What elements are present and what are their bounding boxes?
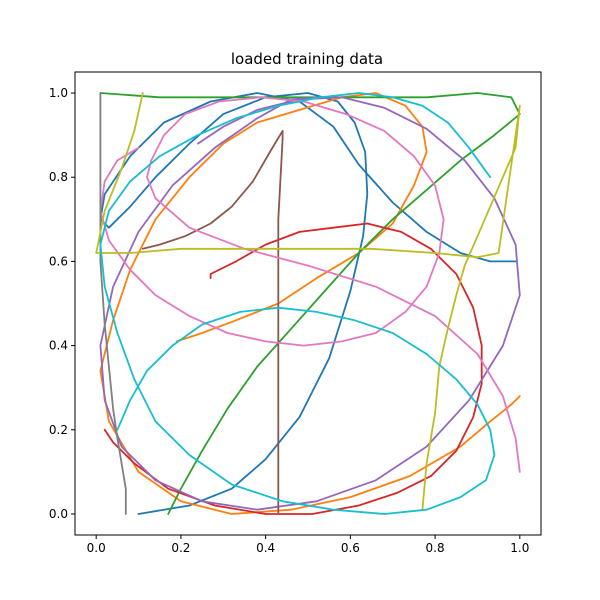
x-tick-label: 0.4 xyxy=(256,541,275,555)
series-lines-layer xyxy=(95,92,521,515)
y-tick-label: 1.0 xyxy=(49,86,68,100)
series-line-1 xyxy=(99,92,517,515)
axes-layer: 0.0 0.2 0.4 0.6 0.8 1.0 0.0 0.2 0.4 0.6 0.8 1.0 xyxy=(49,86,529,555)
x-tick-label: 0.2 xyxy=(171,541,190,555)
x-tick-label: 0.8 xyxy=(426,541,445,555)
x-tick-label: 0.0 xyxy=(87,541,106,555)
y-tick-label: 0.6 xyxy=(49,254,68,268)
series-line-8 xyxy=(99,92,127,515)
y-tick-label: 0.4 xyxy=(49,339,68,353)
series-line-4 xyxy=(103,222,483,515)
y-tick-label: 0.0 xyxy=(49,507,68,521)
plot-border xyxy=(74,71,542,536)
chart-title: loaded training data xyxy=(231,50,383,68)
series-line-7 xyxy=(99,96,521,473)
x-tick-label: 1.0 xyxy=(510,541,529,555)
series-line-10 xyxy=(99,92,496,515)
series-line-9 xyxy=(95,92,521,511)
y-tick-label: 0.8 xyxy=(49,170,68,184)
series-line-6 xyxy=(141,129,284,515)
y-tick-label: 0.2 xyxy=(49,423,68,437)
plot-area xyxy=(75,72,541,535)
series-line-5 xyxy=(99,96,521,511)
x-tick-label: 0.6 xyxy=(341,541,360,555)
